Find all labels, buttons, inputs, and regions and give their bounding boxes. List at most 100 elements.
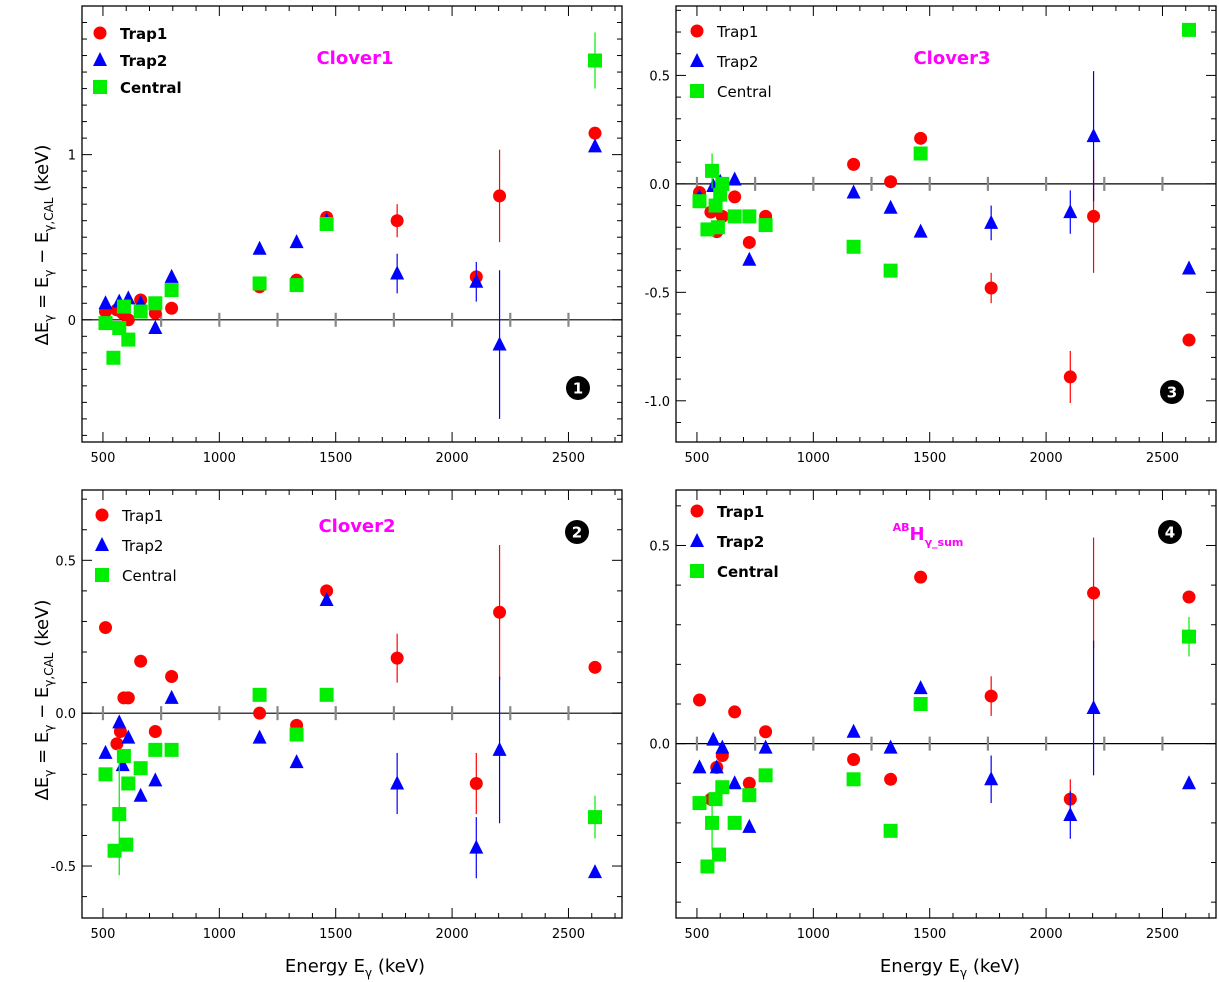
data-point-trap1 — [99, 621, 113, 635]
x-tick-label: 2500 — [1146, 927, 1179, 942]
data-point-trap1 — [984, 689, 998, 703]
svg-text:3: 3 — [1167, 384, 1177, 402]
data-point-trap1 — [588, 660, 602, 674]
legend-label-trap2: Trap2 — [716, 53, 758, 71]
data-point-trap1 — [759, 725, 773, 739]
x-tick-label: 1500 — [319, 451, 352, 466]
data-point-trap1 — [390, 214, 404, 228]
data-point-central — [758, 768, 773, 783]
data-point-trap2 — [252, 729, 267, 744]
data-point-trap2 — [913, 680, 928, 695]
legend-marker-trap1 — [690, 504, 704, 518]
data-point-central — [913, 146, 928, 161]
y-tick-label: 0.0 — [55, 707, 76, 722]
data-point-trap2 — [164, 689, 179, 704]
x-tick-label: 500 — [91, 927, 116, 942]
data-point-central — [846, 239, 861, 254]
data-point-central — [112, 321, 127, 336]
data-point-trap2 — [846, 723, 861, 738]
data-point-trap1 — [165, 301, 179, 315]
data-point-trap1 — [134, 654, 148, 668]
legend-label-central: Central — [122, 567, 177, 585]
data-point-central — [116, 299, 131, 314]
panel-clover1: 500 1000 1500 2000 2500 0 1 Trap1 Trap2 Central Cl… — [68, 5, 623, 466]
data-point-trap1 — [493, 605, 507, 619]
data-point-central — [164, 283, 179, 298]
data-point-central — [119, 837, 134, 852]
data-point-central — [148, 296, 163, 311]
data-point-central — [133, 304, 148, 319]
series-trap2 — [692, 71, 1196, 275]
panel-clover2: 500 1000 1500 2000 2500 0.5 0.0 -0.5 Trap1 Trap2 C… — [51, 489, 623, 942]
data-point-trap1 — [1182, 590, 1196, 604]
panel-number-badge: 4 — [1158, 520, 1182, 544]
svg-text:2: 2 — [572, 524, 582, 542]
data-point-central — [319, 687, 334, 702]
data-point-central — [1182, 22, 1196, 37]
data-point-trap2 — [1086, 128, 1101, 143]
data-point-trap2 — [1182, 260, 1196, 275]
legend-marker-trap1 — [93, 26, 107, 40]
series-trap2 — [98, 138, 602, 419]
y-tick-label: 0.5 — [649, 69, 670, 84]
legend-marker-trap2 — [690, 533, 704, 547]
data-point-trap2 — [692, 759, 707, 774]
data-point-central — [121, 776, 136, 791]
data-point-trap1 — [1182, 333, 1196, 347]
data-point-trap2 — [1063, 806, 1078, 821]
x-tick-label: 1500 — [913, 451, 946, 466]
legend-label-trap1: Trap1 — [717, 503, 764, 521]
data-point-trap2 — [98, 295, 113, 310]
legend-marker-central — [690, 564, 704, 578]
x-tick-label: 2000 — [1030, 927, 1063, 942]
legend-label-trap2: Trap2 — [121, 537, 163, 555]
data-point-trap2 — [469, 273, 484, 288]
plot-frame — [675, 489, 1217, 919]
y-tick-label: 0.0 — [649, 738, 670, 753]
panel-title: Clover2 — [318, 516, 395, 537]
data-point-central — [692, 194, 707, 209]
series-central — [98, 32, 602, 365]
panel-ab-h-sum: 500 1000 1500 2000 2500 0.5 0.0 Trap1 Trap2 Centr… — [649, 489, 1217, 942]
data-point-trap2 — [742, 818, 757, 833]
data-point-trap1 — [884, 772, 898, 786]
series-trap2 — [692, 640, 1196, 839]
data-point-trap2 — [1063, 204, 1078, 219]
data-point-trap1 — [884, 175, 898, 189]
data-point-central — [107, 843, 122, 858]
data-point-central — [289, 727, 304, 742]
data-point-central — [121, 332, 136, 347]
legend-marker-trap1 — [690, 24, 704, 38]
data-point-central — [98, 767, 113, 782]
data-point-trap1 — [914, 570, 928, 584]
data-point-trap1 — [984, 281, 998, 295]
x-tick-label: 2500 — [552, 927, 585, 942]
data-point-trap1 — [742, 235, 756, 249]
series-central — [98, 687, 602, 876]
data-point-central — [700, 859, 715, 874]
data-point-trap2 — [148, 320, 163, 335]
data-point-central — [727, 815, 742, 830]
legend-marker-central — [690, 84, 704, 98]
data-point-trap1 — [493, 189, 507, 203]
data-point-trap1 — [847, 752, 861, 766]
x-tick-label: 1000 — [203, 927, 236, 942]
data-point-central — [708, 792, 723, 807]
data-point-central — [710, 220, 725, 235]
legend-marker-central — [93, 80, 107, 94]
legend-marker-trap2 — [690, 53, 704, 67]
data-point-trap2 — [390, 775, 405, 790]
data-point-trap1 — [390, 651, 404, 665]
data-point-trap2 — [98, 744, 113, 759]
panel-title: Clover1 — [316, 48, 393, 69]
data-point-central — [758, 218, 773, 233]
y-tick-label: 0.5 — [55, 554, 76, 569]
data-point-trap2 — [289, 234, 304, 249]
data-point-central — [727, 209, 742, 224]
x-tick-label: 1500 — [319, 927, 352, 942]
legend-marker-trap2 — [95, 537, 109, 551]
panel-title: Clover3 — [913, 48, 990, 69]
data-point-central — [252, 276, 267, 291]
legend-marker-trap2 — [93, 52, 107, 66]
data-point-trap2 — [148, 772, 163, 787]
